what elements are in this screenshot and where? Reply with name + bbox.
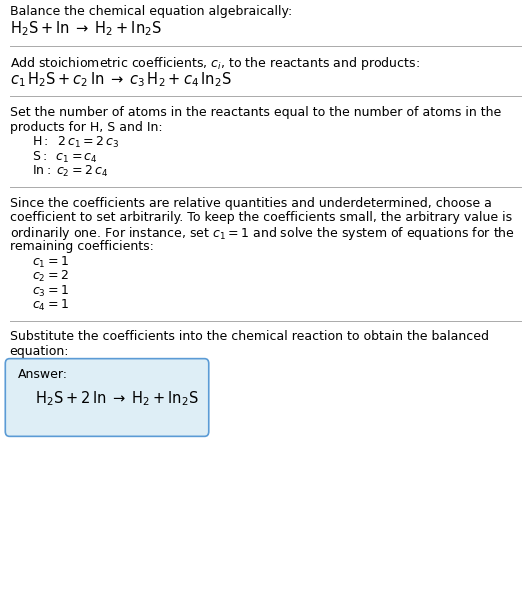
Text: $c_1 = 1$: $c_1 = 1$ xyxy=(32,254,69,270)
Text: remaining coefficients:: remaining coefficients: xyxy=(10,240,153,253)
Text: $c_1\,\mathrm{H_2S} + c_2\,\mathrm{In} \;\rightarrow\; c_3\,\mathrm{H_2} + c_4\,: $c_1\,\mathrm{H_2S} + c_2\,\mathrm{In} \… xyxy=(10,70,231,89)
Text: equation:: equation: xyxy=(10,345,69,358)
Text: Since the coefficients are relative quantities and underdetermined, choose a: Since the coefficients are relative quan… xyxy=(10,197,491,209)
Text: $c_2 = 2$: $c_2 = 2$ xyxy=(32,269,68,284)
Text: $\mathrm{H_2S + In} \;\rightarrow\; \mathrm{H_2 + In_2S}$: $\mathrm{H_2S + In} \;\rightarrow\; \mat… xyxy=(10,19,161,38)
Text: Substitute the coefficients into the chemical reaction to obtain the balanced: Substitute the coefficients into the che… xyxy=(10,330,488,344)
Text: $\mathrm{H:}\;\; 2\,c_1 = 2\,c_3$: $\mathrm{H:}\;\; 2\,c_1 = 2\,c_3$ xyxy=(32,135,119,150)
Text: $c_3 = 1$: $c_3 = 1$ xyxy=(32,283,69,299)
Text: Set the number of atoms in the reactants equal to the number of atoms in the: Set the number of atoms in the reactants… xyxy=(10,106,501,119)
Text: Add stoichiometric coefficients, $c_i$, to the reactants and products:: Add stoichiometric coefficients, $c_i$, … xyxy=(10,55,419,72)
Text: $\mathrm{In:}\; c_2 = 2\,c_4$: $\mathrm{In:}\; c_2 = 2\,c_4$ xyxy=(32,164,108,179)
Text: coefficient to set arbitrarily. To keep the coefficients small, the arbitrary va: coefficient to set arbitrarily. To keep … xyxy=(10,211,512,224)
Text: Answer:: Answer: xyxy=(17,367,68,381)
Text: $c_4 = 1$: $c_4 = 1$ xyxy=(32,298,69,313)
Text: $\mathrm{H_2S + 2\,In} \;\rightarrow\; \mathrm{H_2 + In_2S}$: $\mathrm{H_2S + 2\,In} \;\rightarrow\; \… xyxy=(34,390,198,408)
FancyBboxPatch shape xyxy=(5,359,209,436)
Text: products for H, S and In:: products for H, S and In: xyxy=(10,121,162,134)
Text: ordinarily one. For instance, set $c_1 = 1$ and solve the system of equations fo: ordinarily one. For instance, set $c_1 =… xyxy=(10,225,515,243)
Text: $\mathrm{S:}\;\; c_1 = c_4$: $\mathrm{S:}\;\; c_1 = c_4$ xyxy=(32,149,97,164)
Text: Balance the chemical equation algebraically:: Balance the chemical equation algebraica… xyxy=(10,5,292,18)
